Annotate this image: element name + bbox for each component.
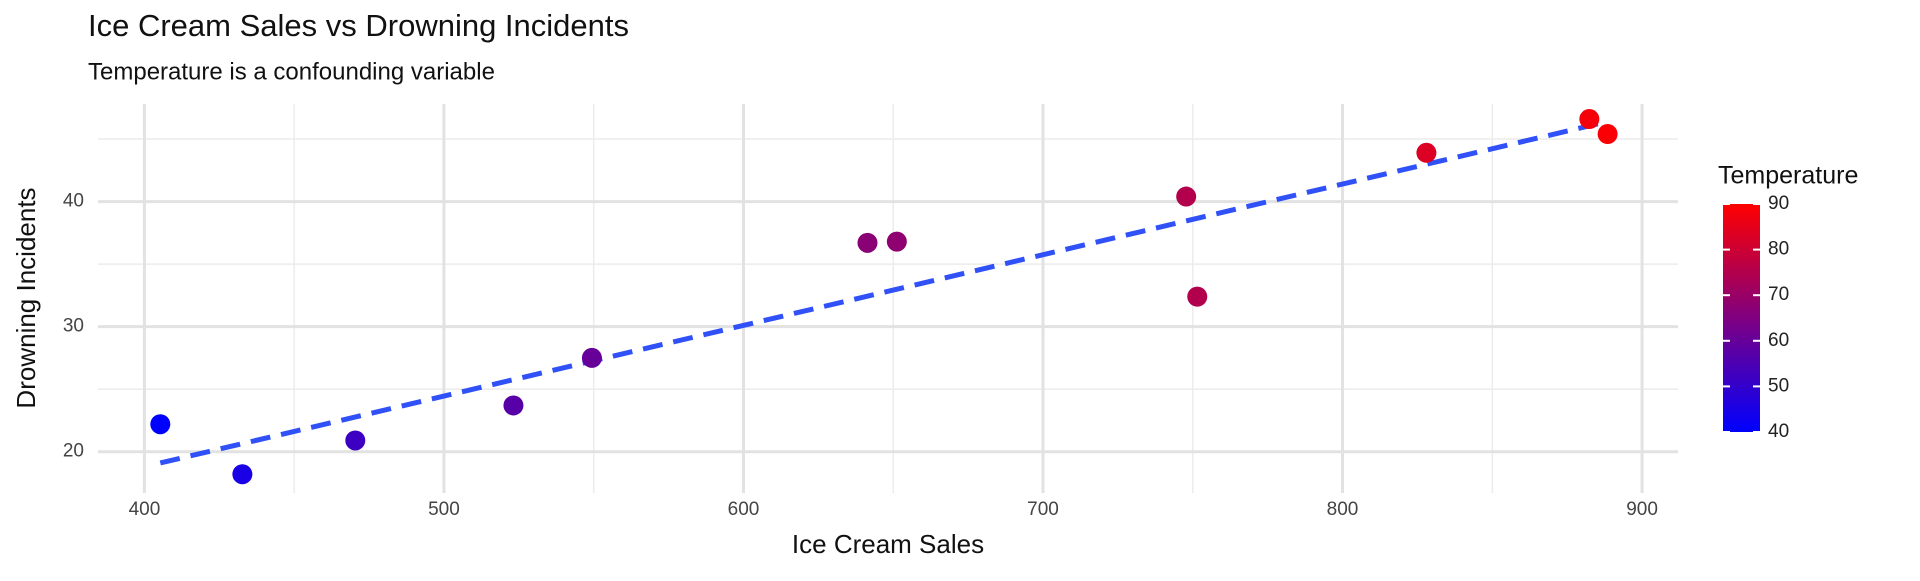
- point: [581, 347, 602, 368]
- point: [1176, 186, 1197, 207]
- point: [886, 231, 907, 252]
- point: [1416, 142, 1437, 163]
- y-axis-label: Drowning Incidents: [11, 187, 41, 408]
- x-tick-label: 600: [728, 499, 760, 520]
- point: [232, 464, 253, 485]
- legend-tick-label: 70: [1768, 284, 1789, 305]
- x-tick-label: 500: [428, 499, 460, 520]
- legend-tick-label: 90: [1768, 193, 1789, 214]
- y-tick-label: 20: [63, 441, 84, 462]
- x-tick-label: 400: [129, 499, 161, 520]
- x-tick-label: 700: [1027, 499, 1059, 520]
- legend-tick-label: 60: [1768, 330, 1789, 351]
- x-axis-label: Ice Cream Sales: [792, 529, 984, 559]
- legend-tick-label: 80: [1768, 239, 1789, 260]
- legend-tick-label: 50: [1768, 375, 1789, 396]
- legend-tick-label: 40: [1768, 421, 1789, 442]
- chart-subtitle: Temperature is a confounding variable: [88, 58, 495, 85]
- x-tick-label: 900: [1626, 499, 1658, 520]
- point: [1579, 109, 1600, 130]
- y-tick-label: 40: [63, 191, 84, 212]
- legend-title: Temperature: [1718, 162, 1858, 190]
- x-tick-label: 800: [1327, 499, 1359, 520]
- trend-line: [159, 119, 1609, 466]
- point: [857, 232, 878, 253]
- y-tick-label: 30: [63, 316, 84, 337]
- color-bar: [1723, 204, 1760, 432]
- point: [345, 430, 366, 451]
- point: [150, 414, 171, 435]
- point: [1187, 286, 1208, 307]
- point: [1597, 124, 1618, 145]
- point: [503, 395, 524, 416]
- chart-title: Ice Cream Sales vs Drowning Incidents: [88, 8, 629, 43]
